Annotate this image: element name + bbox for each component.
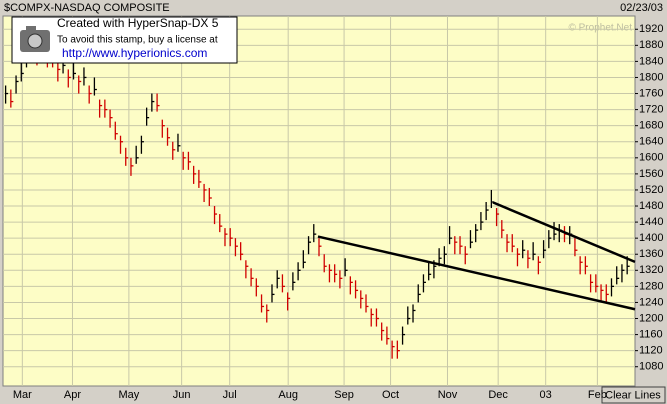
y-tick-label: 1920 (639, 23, 663, 35)
y-tick-label: 1640 (639, 136, 663, 148)
y-tick-label: 1160 (639, 328, 663, 340)
x-tick-label: Nov (438, 389, 458, 401)
stamp-line: To avoid this stamp, buy a license at (57, 35, 218, 46)
y-tick-label: 1360 (639, 248, 663, 260)
x-tick-label: Jun (173, 389, 191, 401)
stamp-line: Created with HyperSnap-DX 5 (57, 16, 219, 30)
x-tick-label: Sep (334, 389, 354, 401)
date-label: 02/23/03 (620, 2, 663, 14)
trend-line (317, 235, 636, 311)
clear-lines-button[interactable]: Clear Lines (601, 386, 666, 404)
chart-title: $COMPX-NASDAQ COMPOSITE (4, 2, 170, 14)
marks (3, 16, 636, 386)
plot-area (2, 15, 636, 387)
camera-lens (27, 33, 43, 49)
camera-icon (26, 26, 36, 31)
y-tick-label: 1760 (639, 87, 663, 99)
y-tick-label: 1400 (639, 232, 663, 244)
y-tick-label: 1320 (639, 264, 663, 276)
y-tick-label: 1200 (639, 312, 663, 324)
y-tick-label: 1720 (639, 104, 663, 116)
y-tick-label: 1800 (639, 71, 663, 83)
x-tick-label: Mar (13, 389, 32, 401)
y-tick-label: 1240 (639, 296, 663, 308)
y-tick-label: 1560 (639, 168, 663, 180)
x-tick-label: Apr (64, 389, 81, 401)
y-tick-label: 1120 (639, 345, 663, 357)
button-frame[interactable] (601, 386, 666, 404)
trend-line (492, 201, 636, 264)
x-tick-label: Jul (223, 389, 237, 401)
stamp-link: http://www.hyperionics.com (62, 46, 207, 60)
y-tick-label: 1080 (639, 361, 663, 373)
y-tick-label: 1520 (639, 184, 663, 196)
y-tick-label: 1280 (639, 280, 663, 292)
x-tick-label: Feb (588, 389, 607, 401)
y-tick-label: 1840 (639, 55, 663, 67)
x-tick-label: Dec (488, 389, 508, 401)
y-tick-label: 1880 (639, 39, 663, 51)
x-tick-label: May (118, 389, 139, 401)
y-tick-label: 1680 (639, 120, 663, 132)
y-tick-label: 1480 (639, 200, 663, 212)
y-tick-label: 1600 (639, 152, 663, 164)
y-tick-label: 1440 (639, 216, 663, 228)
watermark: Created with HyperSnap-DX 5 To avoid thi… (11, 16, 238, 64)
x-tick-label: Aug (278, 389, 298, 401)
button-label[interactable]: Clear Lines (605, 389, 661, 401)
source: © Prophet.Net (568, 23, 632, 34)
x-tick-label: 03 (540, 389, 552, 401)
x-tick-label: Oct (382, 389, 399, 401)
